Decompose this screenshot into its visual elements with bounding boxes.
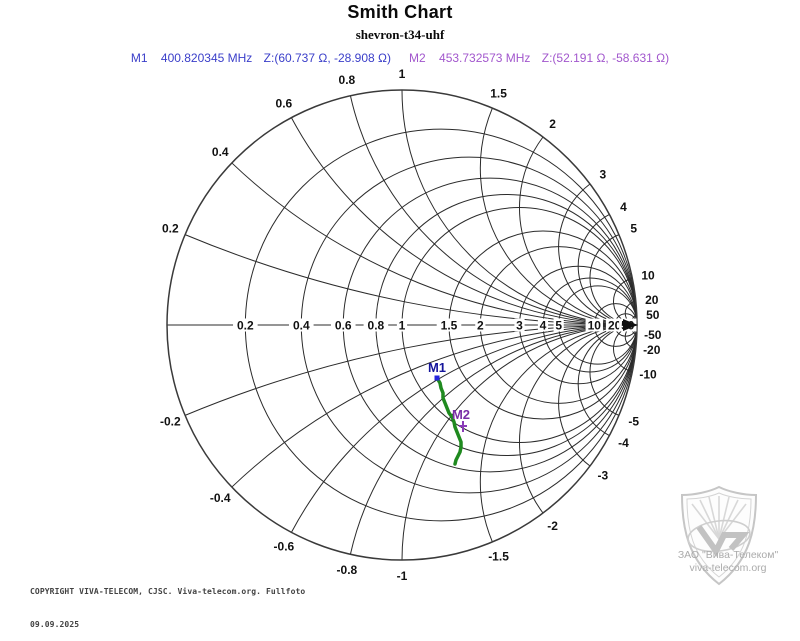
reactance-label-neg-0.8: -0.8 <box>337 563 358 577</box>
marker2-frequency: 453.732573 MHz <box>439 51 531 65</box>
copyright-line1: COPYRIGHT VIVA-TELECOM, CJSC. Viva-telec… <box>30 587 306 596</box>
marker-label-m2: M2 <box>452 407 470 422</box>
reactance-label-neg-0.6: -0.6 <box>274 539 295 553</box>
reactance-label-pos-0.8: 0.8 <box>339 73 356 87</box>
reactance-arc-pos-0.6 <box>290 117 638 326</box>
reactance-label-neg-5: -5 <box>628 415 639 429</box>
reactance-label-neg-2: -2 <box>547 519 558 533</box>
smith-chart-page: { "title": "Smith Chart", "subtitle": "s… <box>0 2 800 629</box>
watermark-company: ЗАО "Вива-Телеком" <box>677 549 779 561</box>
reactance-label-pos-0.4: 0.4 <box>212 145 229 159</box>
resistance-label-5: 5 <box>555 319 562 333</box>
axis-label-bg <box>605 318 624 332</box>
reactance-label-neg-20: -20 <box>643 343 661 357</box>
marker-readout: M1 400.820345 MHz Z:(60.737 Ω, -28.908 Ω… <box>0 51 800 65</box>
marker1-name: M1 <box>130 51 148 65</box>
resistance-label-10: 10 <box>588 319 602 333</box>
smith-chart: 0.20.40.60.811.523451020500.2-0.20.4-0.4… <box>160 67 662 583</box>
reactance-arc-neg-0.4 <box>231 324 638 488</box>
page-title: Smith Chart <box>347 2 453 22</box>
reactance-arc-neg-1.5 <box>479 324 638 543</box>
resistance-label-0.2: 0.2 <box>237 319 254 333</box>
resistance-label-4: 4 <box>540 319 547 333</box>
reactance-label-pos-0.6: 0.6 <box>276 97 293 111</box>
vendor-watermark: ЗАО "Вива-Телеком" viva-telecom.org <box>662 549 794 575</box>
reactance-label-pos-5: 5 <box>630 221 637 235</box>
reactance-label-neg-10: -10 <box>639 368 657 382</box>
copyright-line2: 09.09.2025 <box>30 620 80 629</box>
axis-label-bg <box>288 318 314 332</box>
vt-shield-logo-icon <box>680 485 758 586</box>
reactance-label-pos-2: 2 <box>549 117 556 131</box>
reactance-label-pos-0.2: 0.2 <box>162 221 179 235</box>
reactance-label-pos-1: 1 <box>399 67 406 81</box>
axis-label-bg <box>396 318 408 332</box>
axis-label-bg <box>475 318 486 332</box>
resistance-label-1.5: 1.5 <box>441 319 458 333</box>
axis-label-bg <box>553 318 564 332</box>
reactance-label-neg-4: -4 <box>618 436 629 450</box>
axis-label-bg <box>514 318 525 332</box>
marker2-readout: M2 453.732573 MHz Z:(52.191 Ω, -58.631 Ω… <box>409 51 669 65</box>
impedance-trace <box>435 376 463 466</box>
reactance-label-neg-0.2: -0.2 <box>160 415 181 429</box>
copyright-text: COPYRIGHT VIVA-TELECOM, CJSC. Viva-telec… <box>30 564 305 641</box>
watermark-website: viva-telecom.org <box>689 562 767 574</box>
reactance-label-pos-50: 50 <box>646 308 660 322</box>
marker-point-m1 <box>434 375 440 381</box>
convergence-arrow-icon <box>623 319 638 331</box>
marker2-name: M2 <box>409 51 426 65</box>
resistance-label-0.4: 0.4 <box>293 319 310 333</box>
reactance-arc-neg-1 <box>401 324 638 561</box>
reactance-arc-neg-0.8 <box>349 324 638 555</box>
resistance-label-0.6: 0.6 <box>335 319 352 333</box>
reactance-label-pos-1.5: 1.5 <box>490 86 507 100</box>
resistance-label-2: 2 <box>477 319 484 333</box>
reactance-label-neg-3: -3 <box>597 469 608 483</box>
reactance-arc-pos-0.4 <box>231 162 638 326</box>
reactance-arc-pos-1 <box>401 89 638 326</box>
chart-subtitle: shevron-t34-uhf <box>355 27 445 42</box>
axis-label-bg <box>537 318 549 332</box>
axis-label-bg <box>363 318 389 332</box>
reactance-label-neg-0.4: -0.4 <box>210 491 231 505</box>
reactance-label-pos-4: 4 <box>620 200 627 214</box>
marker1-frequency: 400.820345 MHz <box>160 51 253 65</box>
reactance-arc-pos-1.5 <box>479 107 638 326</box>
reactance-label-pos-10: 10 <box>641 268 655 282</box>
resistance-label-20: 20 <box>608 319 622 333</box>
axis-label-bg <box>233 318 258 332</box>
reactance-arc-neg-0.6 <box>290 324 638 533</box>
marker1-impedance: Z:(60.737 Ω, -28.908 Ω) <box>263 51 391 65</box>
reactance-arc-neg-0.2 <box>184 324 638 416</box>
marker-label-m1: M1 <box>428 360 446 375</box>
reactance-label-neg-50: -50 <box>644 328 662 342</box>
resistance-label-1: 1 <box>399 319 406 333</box>
reactance-arc-pos-0.8 <box>349 95 638 326</box>
axis-label-bg <box>436 318 462 332</box>
marker1-readout: M1 400.820345 MHz Z:(60.737 Ω, -28.908 Ω… <box>131 51 391 65</box>
resistance-label-3: 3 <box>516 319 523 333</box>
reactance-label-pos-3: 3 <box>599 167 606 181</box>
reactance-label-neg-1.5: -1.5 <box>488 550 509 564</box>
reactance-arc-pos-0.2 <box>184 234 638 326</box>
marker2-impedance: Z:(52.191 Ω, -58.631 Ω) <box>541 51 670 65</box>
axis-label-bg <box>330 318 356 332</box>
axis-label-bg <box>585 318 603 332</box>
resistance-label-0.8: 0.8 <box>368 319 385 333</box>
reactance-label-neg-1: -1 <box>397 569 408 583</box>
reactance-label-pos-20: 20 <box>645 293 659 307</box>
